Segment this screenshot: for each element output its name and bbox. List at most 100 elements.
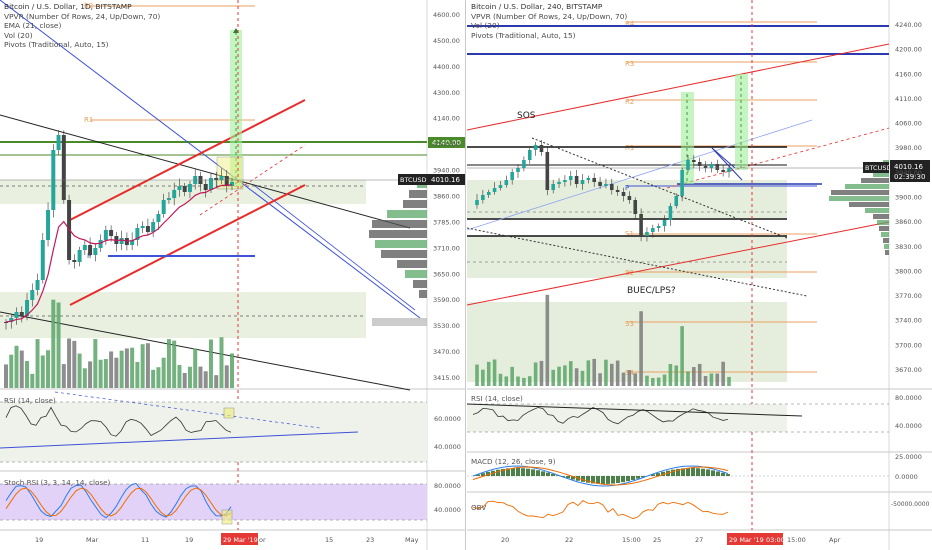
left-time-label: 19 [35, 536, 43, 544]
candle-body [721, 170, 725, 172]
price-axis-label: 3670.00 [895, 366, 922, 374]
pivot-label-s1: S1 [625, 230, 634, 238]
volume-bar [627, 370, 632, 386]
left-time-marker [221, 533, 258, 545]
volume-profile-bar [372, 318, 427, 326]
volume-bar [615, 360, 620, 386]
volume-bar [103, 359, 108, 388]
projection-box-2 [735, 74, 748, 170]
candle-body [662, 220, 667, 226]
candle-body [498, 185, 503, 188]
volume-bar [586, 360, 591, 386]
left-rsi-title: RSI (14, close) [4, 396, 56, 405]
4h-chart-panel[interactable]: R4 R3 R2 R1 P S1 S2 S3 S4 [467, 0, 932, 550]
candle-body [130, 240, 135, 245]
right-current-price-value: 4010.16 [894, 163, 923, 171]
right-volume-bars [475, 294, 731, 386]
volume-bar [574, 368, 579, 386]
4h-chart-canvas[interactable]: R4 R3 R2 R1 P S1 S2 S3 S4 [467, 0, 932, 550]
right-current-price-label [890, 160, 930, 182]
left-rsi-tick-40: 40.0000 [434, 443, 461, 451]
volume-bar [187, 366, 192, 388]
right-countdown: 02:39:30 [894, 173, 925, 181]
price-axis-label: 4200.00 [895, 46, 922, 54]
volume-bar [230, 353, 234, 388]
macd-histogram-bar [481, 473, 485, 476]
volume-bar [727, 376, 731, 386]
volume-profile-bar [877, 220, 889, 225]
price-axis-label: 3415.00 [433, 374, 460, 382]
right-rsi-title: RSI (14, close) [471, 394, 523, 403]
macd-histogram-bar [676, 468, 680, 476]
left-time-label: 23 [366, 536, 374, 544]
macd-histogram-bar [721, 472, 725, 476]
candle-body [56, 135, 61, 150]
annotation-buec: BUEC/LPS? [627, 286, 676, 296]
volume-bar [130, 347, 135, 388]
volume-bar [198, 366, 203, 388]
left-time-label: 19 [185, 536, 193, 544]
volume-profile-bar [829, 196, 889, 201]
candle-body [30, 290, 35, 300]
candle-body [156, 214, 161, 222]
candle-body [592, 178, 597, 182]
left-time-label: 15 [325, 536, 333, 544]
daily-chart-panel[interactable]: R2 R1 P [0, 0, 466, 550]
pivot-label-p: P [87, 252, 91, 260]
candle-body [203, 184, 208, 190]
price-axis-label: 3785.00 [433, 218, 460, 226]
price-axis-label: 4140.00 [433, 115, 460, 123]
right-obv-title: OBV [471, 503, 487, 512]
price-tag-symbol: BTCUSD [400, 176, 426, 184]
candle-body [668, 206, 673, 220]
right-volume-profile [829, 160, 889, 255]
macd-signal-line [472, 466, 729, 486]
volume-bar [686, 371, 690, 386]
volume-profile-bar [403, 200, 427, 208]
volume-profile-bar [405, 270, 427, 278]
candle-body [533, 145, 538, 150]
daily-chart-canvas[interactable]: R2 R1 P [0, 0, 465, 550]
right-trendlines[interactable] [467, 43, 890, 306]
macd-histogram-bar [641, 476, 645, 478]
left-time-label: Mar [86, 536, 99, 544]
candle-body [516, 168, 520, 172]
candle-body [166, 198, 171, 200]
macd-tick-0: 0.0000 [895, 473, 918, 481]
macd-histogram-bar [586, 476, 590, 483]
right-time-label: 25 [653, 536, 661, 544]
volume-bar [504, 376, 509, 386]
candle-body [510, 172, 514, 180]
left-price-axis: 4600.004500.004400.004300.004140.004100.… [433, 11, 460, 382]
macd-histogram-bar [696, 468, 700, 476]
volume-bar [680, 326, 684, 386]
price-axis-label: 3980.00 [895, 144, 922, 152]
candle-body [697, 162, 702, 166]
volume-bar [40, 355, 45, 388]
price-axis-label: 4400.00 [433, 63, 460, 71]
right-time-label: Apr [829, 536, 841, 544]
price-axis-label: 4240.00 [895, 21, 922, 29]
price-axis-label: 3590.00 [433, 296, 460, 304]
right-price-tag [863, 162, 889, 173]
left-trendlines[interactable] [0, 0, 421, 391]
macd-histogram-bar [711, 470, 715, 476]
macd-histogram-bar [626, 476, 630, 482]
candle-body [586, 178, 591, 180]
left-stoch-tick-80: 80.0000 [434, 482, 461, 490]
volume-bar [124, 348, 129, 388]
volume-bar [30, 373, 35, 388]
macd-line [472, 465, 729, 487]
macd-histogram-bar [631, 476, 635, 480]
macd-histogram-bar [591, 476, 595, 484]
candle-body [224, 176, 229, 186]
candle-body [504, 180, 509, 185]
macd-histogram-bar [596, 476, 600, 484]
volume-bar [114, 357, 119, 388]
candle-body [214, 178, 219, 180]
right-pivot-levels: R4 R3 R2 R1 P S1 S2 S3 S4 [625, 20, 817, 377]
macd-histogram-bar [496, 469, 500, 476]
right-time-marker-time: 03:00 [766, 536, 785, 544]
price-axis-label: 4600.00 [433, 11, 460, 19]
candle-body [692, 160, 696, 162]
